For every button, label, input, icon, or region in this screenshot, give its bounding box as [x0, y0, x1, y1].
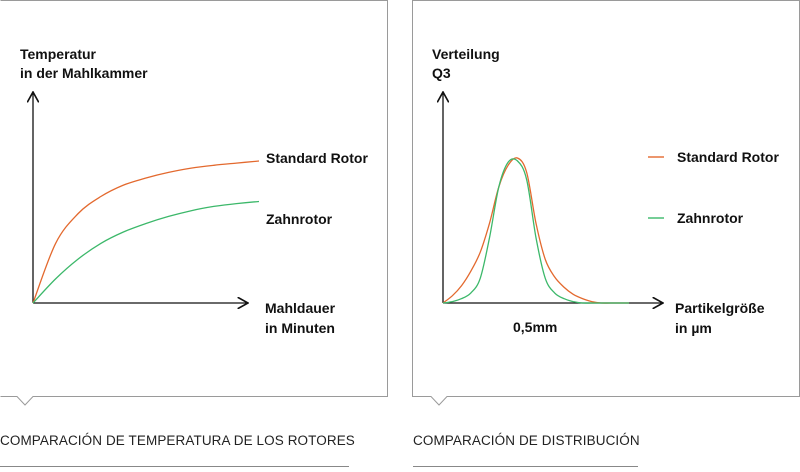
left-y-label: Temperatur in der Mahlkammer	[20, 46, 148, 81]
right-y-label: Verteilung Q3	[432, 46, 504, 81]
curve-zahnrotor	[442, 158, 629, 304]
label-zahnrotor: Zahnrotor	[266, 211, 333, 227]
right-x-label-line-1: Partikelgröße	[675, 300, 765, 316]
line-zahnrotor	[32, 200, 260, 304]
label-standard-rotor: Standard Rotor	[266, 150, 368, 166]
left-y-label-line-2: in der Mahlkammer	[20, 65, 148, 81]
left-x-label: Mahldauer in Minuten	[265, 300, 339, 336]
right-y-label-line-1: Verteilung	[432, 46, 500, 62]
right-panel: Verteilung Q3 Partikelgröße in µm 0,5mm …	[412, 0, 800, 406]
legend-label-standard-rotor: Standard Rotor	[677, 149, 779, 165]
left-panel: Temperatur in der Mahlkammer Mahldauer i…	[0, 0, 388, 406]
left-y-label-line-1: Temperatur	[20, 46, 97, 62]
legend-label-zahnrotor: Zahnrotor	[677, 210, 744, 226]
left-x-label-line-1: Mahldauer	[265, 300, 336, 316]
right-y-label-line-2: Q3	[432, 65, 451, 81]
left-panel-frame	[0, 0, 388, 406]
curve-standard-rotor	[442, 157, 629, 304]
caption-right: COMPARACIÓN DE DISTRIBUCIÓN	[413, 433, 640, 448]
line-standard-rotor	[32, 160, 260, 304]
right-x-label: Partikelgröße in µm	[675, 300, 768, 336]
x-tick-label: 0,5mm	[513, 319, 557, 335]
left-x-label-line-2: in Minuten	[265, 320, 335, 336]
caption-left: COMPARACIÓN DE TEMPERATURA DE LOS ROTORE…	[0, 433, 355, 448]
right-x-label-line-2: in µm	[675, 320, 712, 336]
